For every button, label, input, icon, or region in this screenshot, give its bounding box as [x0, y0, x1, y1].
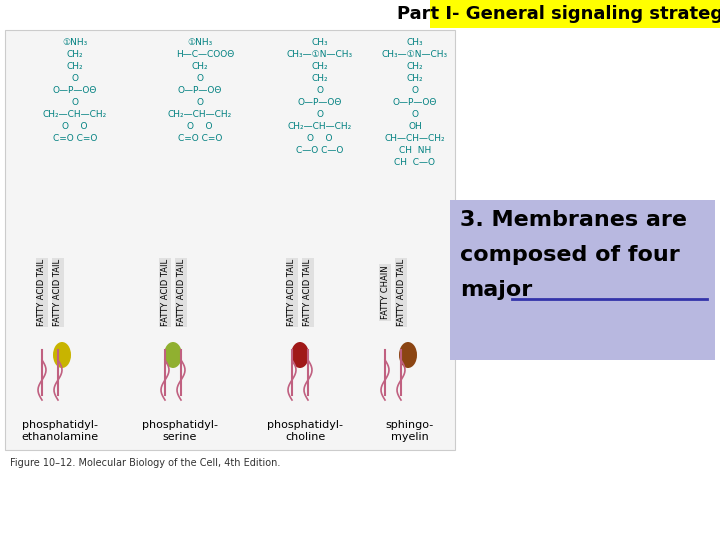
- Text: FATTY CHAIN: FATTY CHAIN: [380, 266, 390, 319]
- Bar: [450, 200, 715, 360]
- Bar: [430, 0, 720, 28]
- Text: Part I- General signaling strategies: Part I- General signaling strategies: [397, 5, 720, 23]
- Ellipse shape: [53, 342, 71, 368]
- Text: ①NH₃: ①NH₃: [63, 38, 88, 47]
- Text: O—P—OΘ: O—P—OΘ: [178, 86, 222, 95]
- Text: CH₂—CH—CH₂: CH₂—CH—CH₂: [43, 110, 107, 119]
- Text: 3. Membranes are: 3. Membranes are: [460, 210, 687, 230]
- Text: CH—CH—CH₂: CH—CH—CH₂: [384, 134, 445, 143]
- Text: CH₃—①N—CH₃: CH₃—①N—CH₃: [382, 50, 448, 59]
- Text: O: O: [412, 110, 418, 119]
- Text: OH: OH: [408, 122, 422, 131]
- Text: O    O: O O: [187, 122, 212, 131]
- Text: FATTY ACID TAIL: FATTY ACID TAIL: [161, 259, 169, 326]
- Text: O: O: [197, 98, 204, 107]
- Text: CH₂: CH₂: [67, 50, 84, 59]
- Ellipse shape: [164, 342, 182, 368]
- Text: CH₂: CH₂: [192, 62, 208, 71]
- Text: O    O: O O: [62, 122, 88, 131]
- Text: CH  C—O: CH C—O: [395, 158, 436, 167]
- Text: CH₂—CH—CH₂: CH₂—CH—CH₂: [168, 110, 232, 119]
- Text: O: O: [71, 98, 78, 107]
- Ellipse shape: [291, 342, 309, 368]
- Bar: [5, 30, 455, 450]
- Ellipse shape: [399, 342, 417, 368]
- Text: ①NH₃: ①NH₃: [187, 38, 212, 47]
- Text: CH₃—①N—CH₃: CH₃—①N—CH₃: [287, 50, 353, 59]
- Text: FATTY ACID TAIL: FATTY ACID TAIL: [176, 259, 186, 326]
- Text: O    O: O O: [307, 134, 333, 143]
- Text: O: O: [317, 110, 323, 119]
- Text: H—C—COOΘ: H—C—COOΘ: [176, 50, 234, 59]
- Text: C—O C—O: C—O C—O: [297, 146, 343, 155]
- Text: O—P—OΘ: O—P—OΘ: [53, 86, 97, 95]
- Text: O: O: [71, 74, 78, 83]
- Text: C=O C=O: C=O C=O: [178, 134, 222, 143]
- Text: CH₂: CH₂: [407, 74, 423, 83]
- Text: major: major: [460, 280, 532, 300]
- Text: CH₃: CH₃: [407, 38, 423, 47]
- Text: phosphatidyl-
choline: phosphatidyl- choline: [267, 420, 343, 442]
- Text: CH₃: CH₃: [312, 38, 328, 47]
- Text: FATTY ACID TAIL: FATTY ACID TAIL: [37, 259, 47, 326]
- Text: CH  NH: CH NH: [399, 146, 431, 155]
- Text: FATTY ACID TAIL: FATTY ACID TAIL: [397, 259, 405, 326]
- Text: phosphatidyl-
serine: phosphatidyl- serine: [142, 420, 218, 442]
- Text: FATTY ACID TAIL: FATTY ACID TAIL: [287, 259, 297, 326]
- Text: O: O: [317, 86, 323, 95]
- Text: CH₂: CH₂: [312, 74, 328, 83]
- Text: O—P—OΘ: O—P—OΘ: [393, 98, 437, 107]
- Text: C=O C=O: C=O C=O: [53, 134, 97, 143]
- Text: composed of four: composed of four: [460, 245, 680, 265]
- Text: sphingo-
myelin: sphingo- myelin: [386, 420, 434, 442]
- Text: FATTY ACID TAIL: FATTY ACID TAIL: [304, 259, 312, 326]
- Text: FATTY ACID TAIL: FATTY ACID TAIL: [53, 259, 63, 326]
- Text: Figure 10–12. Molecular Biology of the Cell, 4th Edition.: Figure 10–12. Molecular Biology of the C…: [10, 458, 280, 468]
- Text: CH₂—CH—CH₂: CH₂—CH—CH₂: [288, 122, 352, 131]
- Text: CH₂: CH₂: [67, 62, 84, 71]
- Text: CH₂: CH₂: [407, 62, 423, 71]
- Text: O—P—OΘ: O—P—OΘ: [298, 98, 342, 107]
- Text: O: O: [412, 86, 418, 95]
- Text: phosphatidyl-
ethanolamine: phosphatidyl- ethanolamine: [22, 420, 99, 442]
- Text: CH₂: CH₂: [312, 62, 328, 71]
- Text: O: O: [197, 74, 204, 83]
